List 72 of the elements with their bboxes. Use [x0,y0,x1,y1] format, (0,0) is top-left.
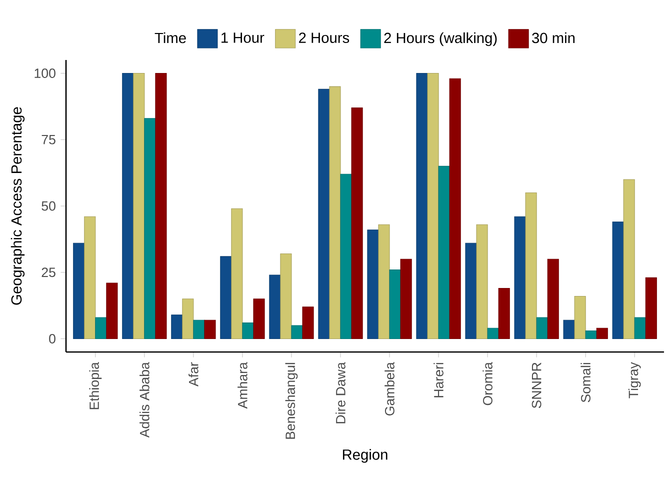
x-tick-label: Ethiopia [89,362,102,410]
bar [487,328,499,339]
bar [449,78,461,339]
x-tick-label: Dire Dawa [336,362,346,424]
x-tick-label: Tigray [628,362,641,398]
x-tick-label: Oromia [482,362,492,406]
bar [547,258,559,339]
x-tick-label: Gambela [384,362,394,416]
bar [525,192,537,339]
bar [378,224,390,339]
y-tick-label: 25 [42,268,56,278]
legend-label: 2 Hours (walking) [384,32,497,46]
bar [596,328,608,339]
bar [438,166,450,339]
bar [498,288,510,339]
y-axis-title: Geographic Access Perentage [10,107,25,305]
bar [476,224,488,339]
x-tick-label: Somali [580,362,590,402]
bar [427,73,439,339]
bar [351,108,363,339]
bar [133,73,145,339]
bar [465,242,477,339]
bar [269,274,281,339]
x-tick-label: Afar [188,362,198,386]
bar [329,86,341,339]
bar [253,298,265,339]
bar [400,258,412,339]
bar [280,254,292,339]
x-tick-label: Beneshangul [285,362,298,439]
bar [193,320,205,339]
bar [318,88,330,339]
bar [95,317,107,339]
legend-label: 1 Hour [222,32,264,43]
legend-title: Time [154,32,186,44]
x-tick-label: SNNPR [532,362,542,408]
bar [574,296,586,339]
x-tick-label: Amhara [238,362,248,409]
bar [389,269,401,339]
bar [171,314,183,339]
bar [106,282,118,339]
bar [623,179,635,339]
x-axis-title: Region [342,449,388,463]
x-tick-label: Hareri [434,362,444,398]
bar [514,216,526,339]
bar [220,256,232,339]
y-tick-label: 50 [42,201,56,211]
y-tick-label: 75 [42,134,56,144]
bar [242,322,254,339]
bar [416,73,428,339]
x-tick-label: Addis Ababa [140,362,150,438]
bar [144,118,156,339]
bar [182,298,194,339]
bar [536,317,548,339]
bar [585,330,597,339]
bar [73,242,85,339]
bar [302,306,314,339]
bar [367,230,379,339]
bar [84,216,96,339]
bar [231,208,243,339]
bar [563,320,575,339]
y-tick-label: 0 [49,334,56,344]
bar [291,325,303,339]
bar [634,317,646,339]
legend-label: 30 min [532,32,575,44]
y-tick-label: 100 [34,68,56,78]
bar [122,73,134,339]
bar [204,320,216,339]
bar [340,174,352,339]
bar [645,277,657,339]
bar [155,73,167,339]
legend-label: 2 Hours [299,32,350,43]
bar [612,222,624,339]
